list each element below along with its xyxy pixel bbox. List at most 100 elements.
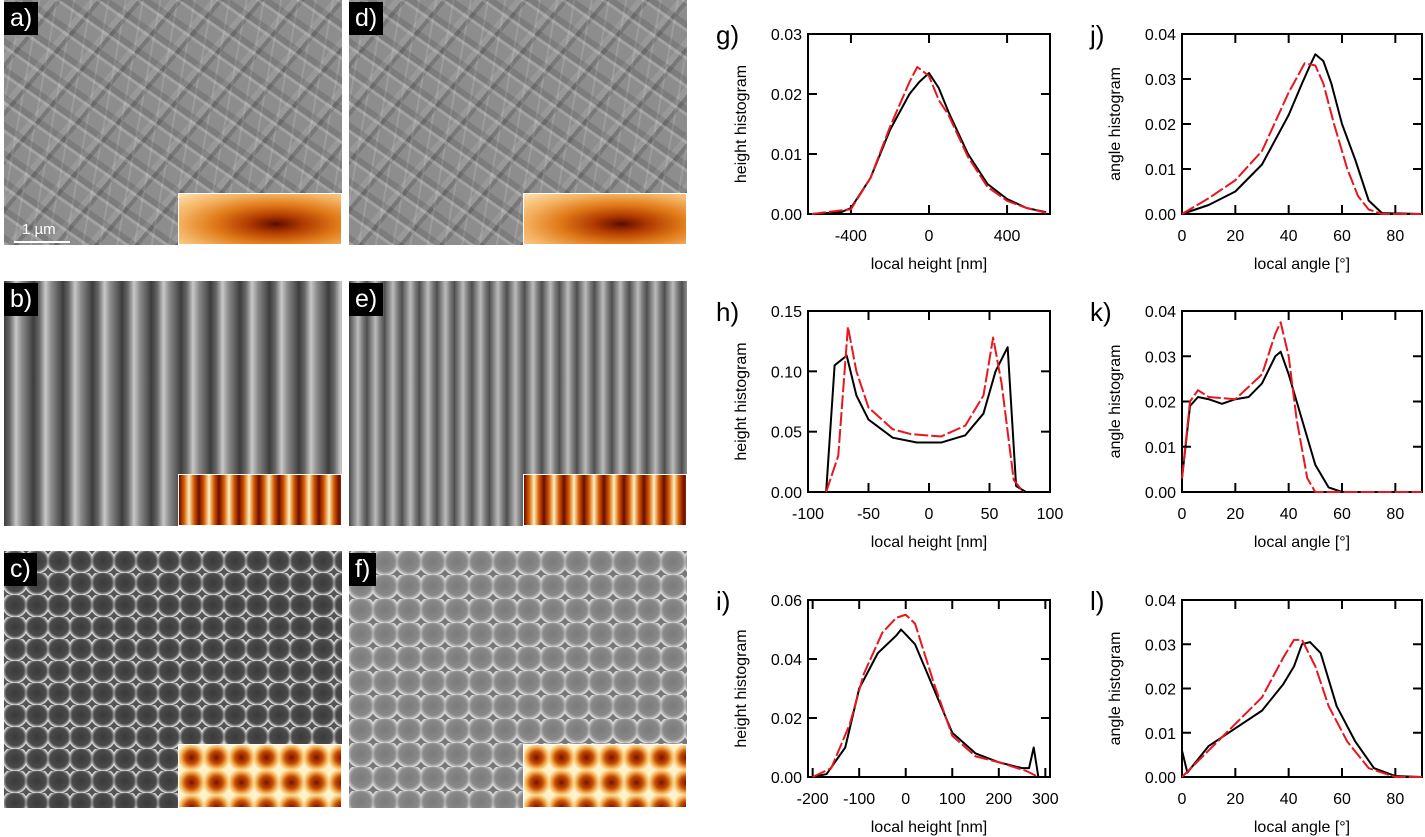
sem-image-a: a): [4, 0, 342, 245]
chart-j: 0 20 40 60 80 0.00 0.01 0.02 0.03 0.04 local angle…: [1089, 20, 1423, 273]
y-tick-label: 0.03: [1145, 349, 1176, 366]
x-tick-label: -100: [843, 791, 875, 808]
series-line-black: [812, 628, 1040, 778]
plot-frame: [807, 599, 1051, 778]
y-tick-label: 0.01: [771, 147, 802, 164]
y-axis-label: height histogram: [733, 629, 750, 747]
x-tick-label: 20: [1226, 228, 1244, 245]
x-tick-label: 40: [1280, 791, 1298, 808]
x-tick-label: 60: [1333, 228, 1351, 245]
panel-label: l): [1090, 586, 1104, 616]
x-tick-label: 0: [901, 791, 910, 808]
scale-bar-label: 1 µm: [22, 221, 56, 238]
y-tick-label: 0.00: [771, 770, 802, 787]
y-tick-label: 0.02: [1145, 682, 1176, 699]
x-axis-label: local height [nm]: [871, 256, 988, 273]
y-tick-label: 0.04: [1145, 304, 1176, 321]
x-tick-label: 20: [1226, 791, 1244, 808]
x-tick-label: 0: [925, 228, 934, 245]
panel-label: b): [4, 283, 39, 316]
plot-frame: [807, 33, 1051, 215]
y-tick-label: 0.02: [771, 711, 802, 728]
panel-label: i): [716, 586, 730, 616]
x-axis-label: local angle [°]: [1254, 534, 1350, 551]
x-tick-label: 40: [1280, 228, 1298, 245]
sem-image-b: b): [4, 281, 342, 526]
y-axis-label: angle histogram: [1107, 67, 1124, 181]
x-tick-label: 300: [1032, 791, 1059, 808]
y-tick-label: 0.03: [1145, 637, 1176, 654]
series-line-red: [1181, 321, 1422, 493]
x-tick-label: 0: [1178, 228, 1187, 245]
y-tick-label: 0.04: [1145, 27, 1176, 44]
x-tick-label: -400: [835, 228, 867, 245]
series-line-red: [1181, 62, 1422, 215]
x-axis-label: local angle [°]: [1254, 256, 1350, 273]
sem-image-e: e): [349, 281, 687, 526]
afm-inset: [178, 474, 342, 526]
x-tick-label: 60: [1333, 791, 1351, 808]
x-tick-label: -200: [797, 791, 829, 808]
afm-inset: [178, 193, 342, 245]
x-tick-label: 50: [981, 506, 999, 523]
y-tick-label: 0.01: [1145, 162, 1176, 179]
y-tick-label: 0.03: [771, 27, 802, 44]
series-line-black: [1181, 53, 1423, 215]
sem-image-c: c): [4, 551, 342, 808]
series-line-red: [1181, 638, 1422, 778]
y-tick-label: 0.15: [771, 304, 802, 321]
chart-l: 0 20 40 60 80 0.00 0.01 0.02 0.03 0.04 local angle…: [1090, 586, 1423, 836]
x-tick-label: -100: [792, 506, 824, 523]
series-line-black: [1181, 350, 1422, 493]
sem-image-d: d): [349, 0, 687, 245]
chart-g: -400 0 400 0.00 0.01 0.02 0.03 local height [nm…: [716, 20, 1051, 273]
y-tick-label: 0.03: [1145, 72, 1176, 89]
y-axis-label: angle histogram: [1107, 345, 1124, 459]
scale-bar: [14, 241, 70, 243]
x-tick-label: 80: [1386, 506, 1404, 523]
sem-image-f: f): [349, 551, 687, 808]
chart-k: 0 20 40 60 80 0.00 0.01 0.02 0.03 0.04 local angle…: [1090, 297, 1423, 551]
x-tick-label: 100: [939, 791, 966, 808]
x-tick-label: 80: [1386, 228, 1404, 245]
x-tick-label: 400: [994, 228, 1021, 245]
series-line-black: [811, 72, 1047, 215]
x-axis-label: local height [nm]: [871, 819, 988, 836]
y-axis-label: angle histogram: [1107, 632, 1124, 746]
panel-label: a): [4, 2, 39, 35]
series-line-black: [825, 346, 1027, 493]
chart-i: -200 -100 0 100 200 300 0.00 0.02 0.04 0.06 local …: [716, 586, 1059, 836]
series-line-red: [825, 325, 1025, 493]
plot-frame: [807, 310, 1051, 493]
x-tick-label: 0: [1178, 791, 1187, 808]
x-tick-label: 0: [925, 506, 934, 523]
y-tick-label: 0.00: [1145, 207, 1176, 224]
afm-inset: [523, 744, 687, 808]
chart-h: -100 -50 0 50 100 0.00 0.05 0.10 0.15 local heigh…: [716, 297, 1063, 551]
panel-label: d): [349, 2, 384, 35]
x-tick-label: 80: [1386, 791, 1404, 808]
y-tick-label: 0.00: [771, 207, 802, 224]
y-tick-label: 0.02: [771, 87, 802, 104]
x-tick-label: 60: [1333, 506, 1351, 523]
y-axis-label: height histogram: [733, 342, 750, 460]
x-tick-label: 200: [985, 791, 1012, 808]
x-tick-label: 20: [1226, 506, 1244, 523]
y-tick-label: 0.01: [1145, 726, 1176, 743]
panel-label: e): [349, 283, 384, 316]
x-tick-label: 40: [1280, 506, 1298, 523]
afm-inset: [178, 744, 342, 808]
x-axis-label: local angle [°]: [1254, 819, 1350, 836]
y-axis-label: height histogram: [733, 65, 750, 183]
y-tick-label: 0.01: [1145, 440, 1176, 457]
afm-inset: [523, 193, 687, 245]
plot-frame: [1181, 599, 1423, 778]
y-tick-label: 0.05: [771, 425, 802, 442]
x-tick-label: 0: [1178, 506, 1187, 523]
series-line-red: [811, 66, 1047, 215]
y-tick-label: 0.00: [1145, 485, 1176, 502]
x-tick-label: 100: [1037, 506, 1064, 523]
y-tick-label: 0.10: [771, 364, 802, 381]
y-tick-label: 0.02: [1145, 117, 1176, 134]
afm-inset: [523, 474, 687, 526]
